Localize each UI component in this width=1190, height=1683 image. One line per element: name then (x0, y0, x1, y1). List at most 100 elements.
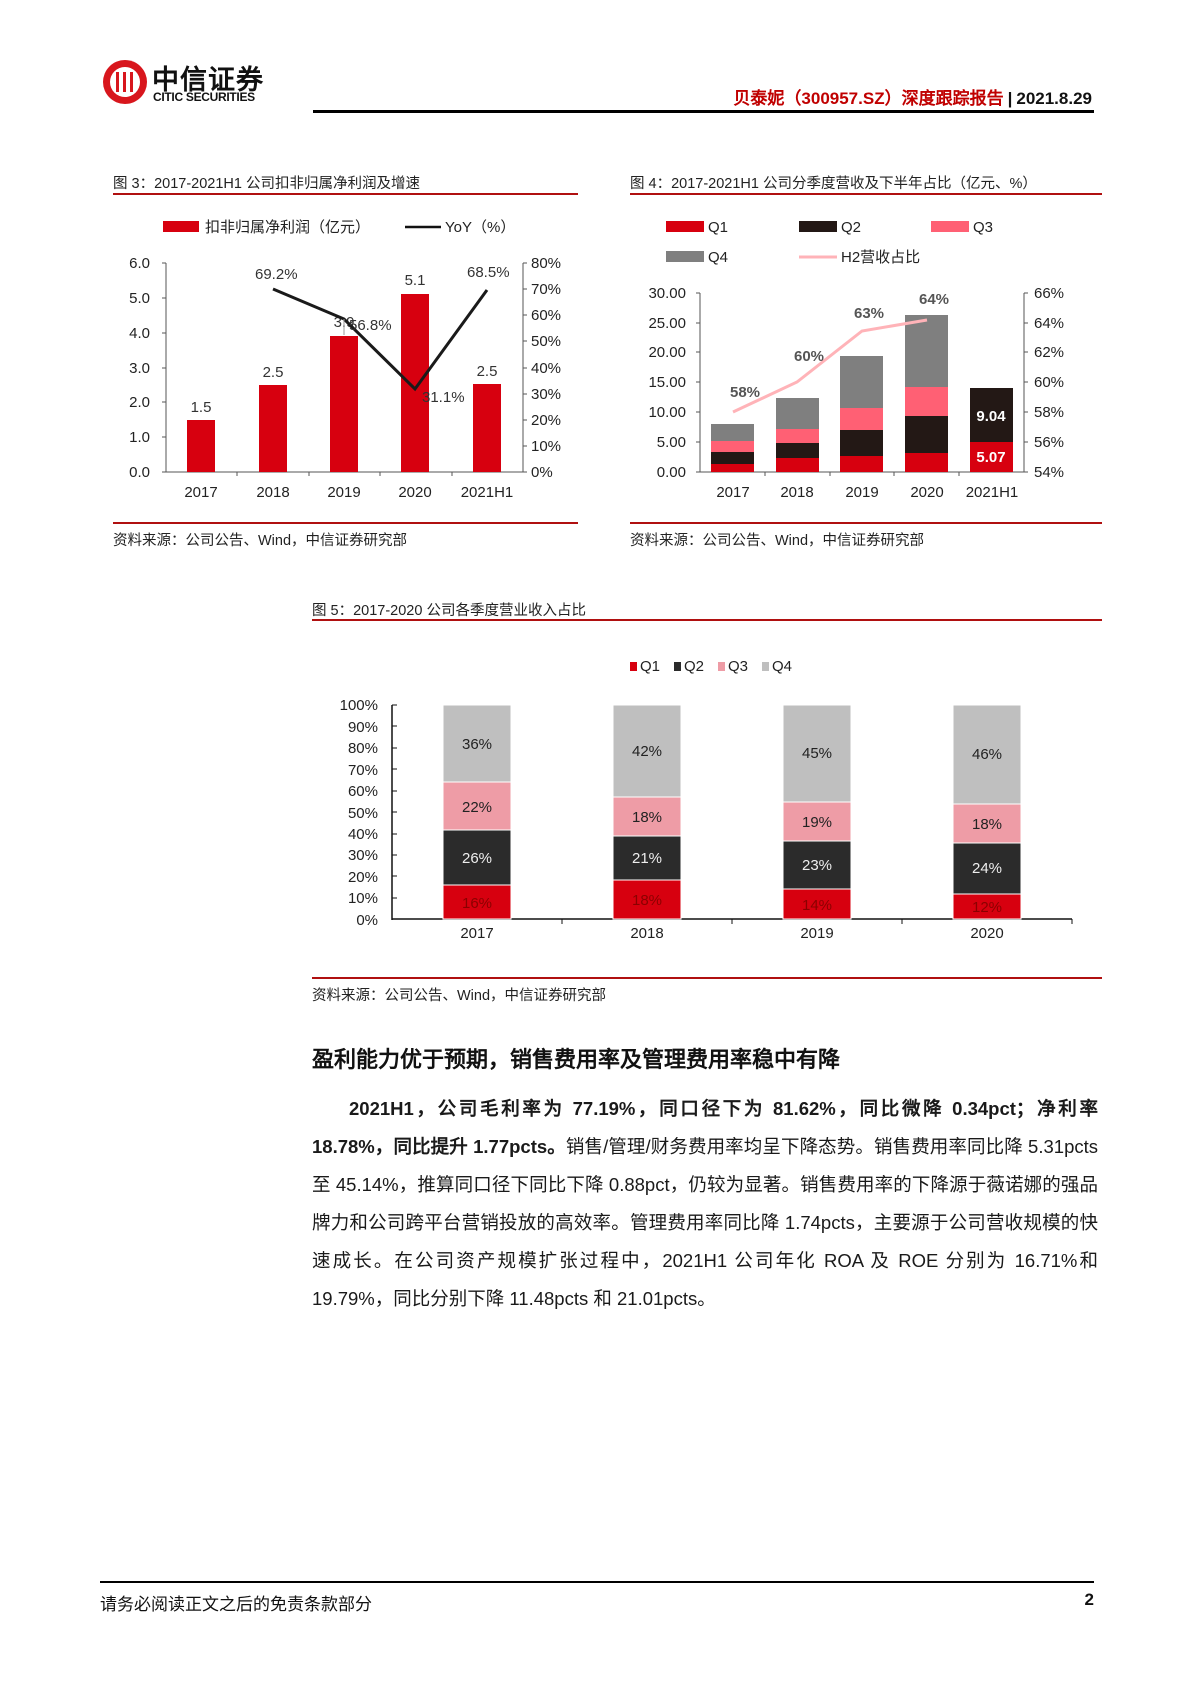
svg-text:1.5: 1.5 (191, 399, 212, 416)
fig3-top-rule (113, 193, 578, 195)
fig3-legend-line: YoY（%） (445, 219, 515, 236)
svg-text:5.00: 5.00 (657, 434, 686, 451)
section-paragraph: 2021H1，公司毛利率为 77.19%，同口径下为 81.62%，同比微降 0… (312, 1090, 1098, 1318)
svg-text:H2营收占比: H2营收占比 (841, 249, 920, 266)
svg-text:21%: 21% (632, 850, 662, 867)
fig3-title: 图 3：2017-2021H1 公司扣非归属净利润及增速 (113, 176, 420, 192)
svg-text:Q3: Q3 (973, 219, 993, 236)
svg-text:Q1: Q1 (708, 219, 728, 236)
svg-text:20%: 20% (348, 869, 378, 886)
logo-en: CITIC SECURITIES (153, 90, 255, 104)
svg-text:3.0: 3.0 (129, 360, 150, 377)
svg-text:50%: 50% (531, 333, 561, 350)
svg-text:19%: 19% (802, 814, 832, 831)
svg-text:60%: 60% (1034, 374, 1064, 391)
svg-text:4.0: 4.0 (129, 325, 150, 342)
svg-text:5.07: 5.07 (976, 449, 1005, 466)
report-date: 2021.8.29 (1016, 89, 1092, 108)
fig5-chart: Q1 Q2 Q3 Q4 0% 10% 20% 30% 40% 50% 60% 70% 80%… (340, 658, 1073, 942)
svg-text:12%: 12% (972, 899, 1002, 916)
svg-text:54%: 54% (1034, 464, 1064, 481)
paragraph-bold-lead: 2021H1，公司毛利率为 77.19%，同口径下为 81.62%，同比微降 0… (312, 1098, 1098, 1157)
svg-text:36%: 36% (462, 736, 492, 753)
svg-text:2.5: 2.5 (477, 363, 498, 380)
citic-logo-icon (103, 60, 147, 104)
svg-text:2019: 2019 (800, 925, 833, 942)
fig5-top-rule (312, 619, 1102, 621)
fig3-legend-bar: 扣非归属净利润（亿元） (205, 219, 370, 236)
svg-text:2021H1: 2021H1 (966, 484, 1019, 501)
svg-text:66%: 66% (1034, 285, 1064, 302)
svg-text:14%: 14% (802, 897, 832, 914)
svg-text:2018: 2018 (630, 925, 663, 942)
svg-text:70%: 70% (531, 281, 561, 298)
svg-text:Q1: Q1 (640, 658, 660, 675)
svg-text:62%: 62% (1034, 344, 1064, 361)
fig4-top-rule (630, 193, 1102, 195)
svg-text:2021H1: 2021H1 (461, 484, 514, 501)
fig5-bottom-rule (312, 977, 1102, 979)
svg-text:18%: 18% (632, 892, 662, 909)
svg-text:50%: 50% (348, 805, 378, 822)
svg-text:2017: 2017 (184, 484, 217, 501)
svg-text:18%: 18% (972, 816, 1002, 833)
footer-rule (100, 1581, 1094, 1583)
svg-text:10.00: 10.00 (648, 404, 686, 421)
paragraph-body: 销售/管理/财务费用率均呈下降态势。销售费用率同比降 5.31pcts 至 45… (312, 1136, 1098, 1309)
svg-text:56.8%: 56.8% (349, 317, 392, 334)
header-rule (313, 110, 1094, 113)
svg-text:60%: 60% (794, 348, 824, 365)
svg-text:15.00: 15.00 (648, 374, 686, 391)
svg-text:80%: 80% (348, 740, 378, 757)
svg-text:2019: 2019 (327, 484, 360, 501)
svg-text:40%: 40% (531, 360, 561, 377)
svg-text:31.1%: 31.1% (422, 389, 465, 406)
svg-text:80%: 80% (531, 255, 561, 272)
svg-text:25.00: 25.00 (648, 315, 686, 332)
svg-text:45%: 45% (802, 745, 832, 762)
svg-text:63%: 63% (854, 305, 884, 322)
report-name: 贝泰妮（300957.SZ）深度跟踪报告 (733, 89, 1004, 108)
svg-text:Q2: Q2 (684, 658, 704, 675)
fig4-title: 图 4：2017-2021H1 公司分季度营收及下半年占比（亿元、%） (630, 176, 1037, 192)
svg-text:24%: 24% (972, 860, 1002, 877)
svg-text:0%: 0% (531, 464, 553, 481)
svg-text:Q4: Q4 (708, 249, 728, 266)
svg-text:16%: 16% (462, 895, 492, 912)
svg-text:30.00: 30.00 (648, 285, 686, 302)
svg-text:0.00: 0.00 (657, 464, 686, 481)
svg-text:90%: 90% (348, 719, 378, 736)
svg-text:23%: 23% (802, 857, 832, 874)
svg-text:1.0: 1.0 (129, 429, 150, 446)
fig4-chart: Q1 Q2 Q3 Q4 H2营收占比 0.00 5.00 10.00 15.00 20… (648, 219, 1064, 501)
svg-text:0.0: 0.0 (129, 464, 150, 481)
svg-text:2017: 2017 (460, 925, 493, 942)
svg-text:5.1: 5.1 (405, 272, 426, 289)
fig3-source: 资料来源：公司公告、Wind，中信证券研究部 (113, 533, 408, 549)
page-number: 2 (1084, 1590, 1094, 1609)
svg-text:20.00: 20.00 (648, 344, 686, 361)
fig3-chart: 扣非归属净利润（亿元） YoY（%） 0.0 1.0 2.0 3.0 4.0 5.0 6.… (129, 219, 561, 501)
svg-text:2017: 2017 (716, 484, 749, 501)
svg-text:6.0: 6.0 (129, 255, 150, 272)
svg-text:20%: 20% (531, 412, 561, 429)
svg-text:2020: 2020 (970, 925, 1003, 942)
svg-text:10%: 10% (348, 890, 378, 907)
fig4-bottom-rule (630, 522, 1102, 524)
svg-text:2020: 2020 (910, 484, 943, 501)
svg-text:2.0: 2.0 (129, 394, 150, 411)
svg-text:30%: 30% (348, 847, 378, 864)
svg-text:0%: 0% (356, 912, 378, 929)
svg-text:70%: 70% (348, 762, 378, 779)
svg-text:42%: 42% (632, 743, 662, 760)
svg-text:26%: 26% (462, 850, 492, 867)
logo-cn: 中信证券 (152, 65, 264, 96)
svg-text:2020: 2020 (398, 484, 431, 501)
svg-text:60%: 60% (531, 307, 561, 324)
svg-text:46%: 46% (972, 746, 1002, 763)
svg-text:10%: 10% (531, 438, 561, 455)
svg-text:Q3: Q3 (728, 658, 748, 675)
svg-text:69.2%: 69.2% (255, 266, 298, 283)
svg-text:9.04: 9.04 (976, 408, 1006, 425)
svg-text:2018: 2018 (256, 484, 289, 501)
